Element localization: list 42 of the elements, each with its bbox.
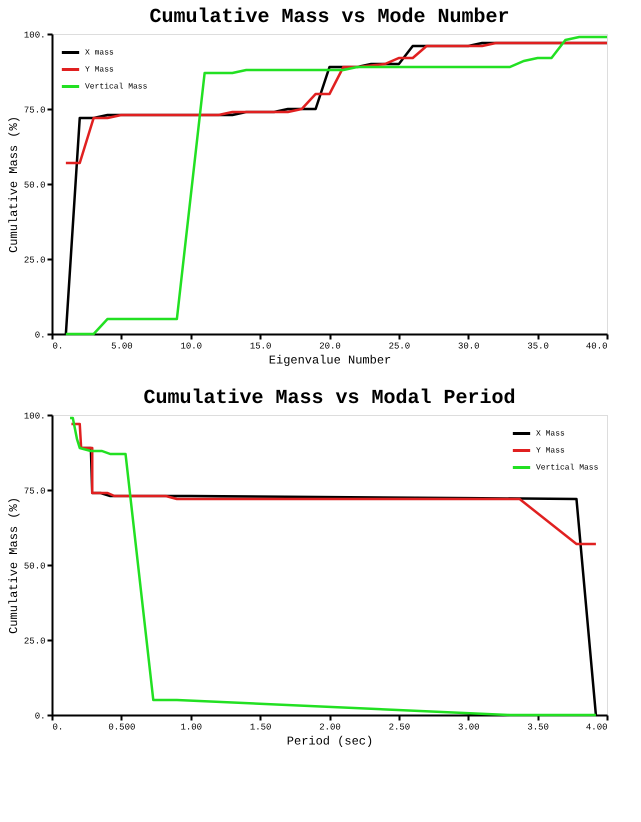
- x-tick-label: 0.500: [108, 722, 136, 732]
- x-tick-label: 2.50: [388, 722, 410, 732]
- line-series: [64, 42, 608, 164]
- x-tick-label: 1.50: [250, 722, 272, 732]
- legend-label: Y Mass: [536, 446, 566, 456]
- y-tick-label: 75.0: [24, 486, 46, 496]
- y-tick-label: 25.0: [24, 256, 46, 266]
- y-tick-label: 0.: [34, 712, 46, 722]
- x-tick-label: 35.0: [527, 342, 549, 352]
- y-axis-title: Cumulative Mass (%): [6, 497, 21, 634]
- legend-label: X Mass: [536, 430, 566, 438]
- x-tick-label: 30.0: [458, 342, 480, 352]
- legend-label: X mass: [85, 48, 114, 58]
- chart-title: Cumulative Mass vs Modal Period: [143, 387, 516, 410]
- y-tick-label: 50.0: [24, 180, 46, 190]
- line-series: [70, 422, 598, 546]
- y-tick-label: 100.: [24, 30, 46, 40]
- x-axis-title: Period (sec): [286, 734, 374, 748]
- y-tick-label: 0.: [34, 330, 46, 340]
- y-tick-label: 100.: [24, 412, 46, 422]
- x-tick-label: 25.0: [388, 342, 410, 352]
- legend-label: Y Mass: [85, 66, 114, 74]
- x-tick-label: 20.0: [319, 342, 341, 352]
- x-tick-label: 5.00: [111, 342, 133, 352]
- chart-title: Cumulative Mass vs Mode Number: [149, 6, 510, 29]
- y-tick-label: 50.0: [24, 562, 46, 572]
- legend-label: Vertical Mass: [85, 82, 148, 92]
- y-axis-title: Cumulative Mass (%): [6, 116, 21, 253]
- x-tick-label: 15.0: [250, 342, 272, 352]
- x-tick-label: 0.: [52, 722, 64, 732]
- x-tick-label: 40.0: [586, 342, 608, 352]
- x-tick-label: 2.00: [319, 722, 341, 732]
- y-tick-label: 75.0: [24, 106, 46, 116]
- x-axis-title: Eigenvalue Number: [268, 354, 392, 368]
- y-tick-label: 25.0: [24, 636, 46, 646]
- x-tick-label: 1.00: [180, 722, 202, 732]
- x-tick-label: 3.50: [527, 722, 549, 732]
- x-tick-label: 4.00: [586, 722, 608, 732]
- x-tick-label: 3.00: [458, 722, 480, 732]
- x-tick-label: 10.0: [180, 342, 202, 352]
- legend-label: Vertical Mass: [536, 464, 599, 472]
- x-tick-label: 0.: [52, 342, 64, 352]
